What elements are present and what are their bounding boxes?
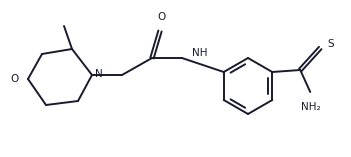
Text: S: S: [327, 39, 334, 49]
Text: O: O: [11, 74, 19, 84]
Text: O: O: [157, 12, 165, 22]
Text: NH: NH: [192, 48, 207, 58]
Text: NH₂: NH₂: [302, 102, 321, 112]
Text: N: N: [95, 69, 103, 79]
